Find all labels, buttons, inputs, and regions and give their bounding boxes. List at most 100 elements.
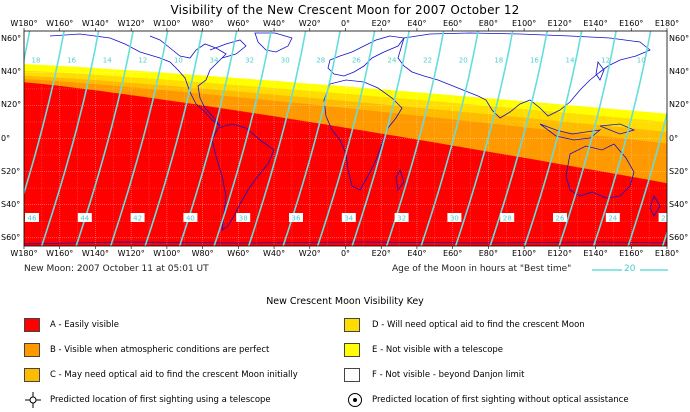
key-title: New Crescent Moon Visibility Key: [266, 296, 424, 307]
lon-tick-label: W60°: [227, 249, 250, 258]
lon-tick-label: W140°: [81, 19, 110, 28]
contour-label: 12: [138, 57, 147, 65]
contour-label: 14: [566, 57, 575, 65]
age-contour-line: [454, 31, 514, 246]
contour-label-box: [500, 213, 515, 222]
contour-label: 16: [530, 57, 539, 65]
lat-tick-label: N40°: [669, 67, 690, 77]
age-contour-line: [523, 31, 583, 246]
contour-label: 30: [450, 215, 459, 223]
lon-tick-label: W40°: [263, 19, 286, 28]
contour-label: 36: [292, 215, 301, 223]
lon-tick-label: E100°: [511, 249, 537, 258]
contour-label-box: [183, 213, 198, 222]
age-contour-line: [109, 31, 169, 246]
lon-tick-label: E60°: [443, 19, 463, 28]
age-contour-line: [558, 31, 617, 246]
lon-tick-label: E20°: [371, 249, 391, 258]
contour-label-box: [341, 213, 356, 222]
tick-marks: [23, 28, 668, 249]
lat-tick-label: N40°: [1, 67, 22, 77]
key-label-c: C - May need optical aid to find the cre…: [50, 370, 298, 380]
lon-tick-label: E80°: [478, 19, 498, 28]
key-swatch-e: [344, 343, 360, 357]
age-legend-sample: 20: [624, 264, 636, 274]
lon-tick-label: W120°: [117, 249, 145, 258]
lon-tick-label: W20°: [298, 249, 321, 258]
age-contour-line: [24, 31, 31, 64]
lat-tick-label: 0°: [669, 133, 679, 143]
lon-tick-label: W60°: [227, 19, 250, 28]
naked-eye-sighting-label: Predicted location of first sighting wit…: [372, 395, 629, 405]
contour-label: 28: [316, 57, 325, 65]
contour-label: 26: [352, 57, 361, 65]
contour-label: 38: [239, 215, 248, 223]
contour-label-box: [658, 213, 667, 222]
lat-tick-label: S20°: [1, 166, 21, 176]
lat-tick-label: N20°: [1, 100, 22, 110]
lon-tick-label: W180°: [10, 19, 38, 28]
lon-tick-label: E40°: [407, 249, 427, 258]
lon-tick-label: E80°: [478, 249, 498, 258]
key-swatch-f: [344, 368, 360, 382]
contour-label-box: [447, 213, 462, 222]
contour-label-box: [77, 213, 92, 222]
lat-tick-label: S20°: [669, 166, 689, 176]
lon-tick-label: W100°: [153, 19, 181, 28]
contour-label-box: [130, 213, 145, 222]
age-contour-line: [40, 31, 100, 246]
key-swatch-c: [24, 368, 40, 382]
lon-tick-label: E140°: [583, 249, 608, 258]
naked-eye-sighting-icon: [348, 393, 362, 407]
lat-tick-label: N20°: [669, 100, 690, 110]
contour-label: 20: [459, 57, 468, 65]
contour-label: 34: [344, 215, 353, 223]
age-contour-line: [213, 31, 272, 246]
contour-labels-top: 18 16 14 12 10 34 32 30 28 26 24 22 20 18 16 14 12 10 34: [32, 55, 684, 65]
key-swatch-b: [24, 343, 40, 357]
lat-tick-label: N60°: [669, 34, 690, 44]
contour-label: 28: [503, 215, 512, 223]
lon-tick-label: W80°: [191, 19, 214, 28]
contour-label: 32: [245, 57, 254, 65]
lon-tick-label: W80°: [191, 249, 214, 258]
lon-tick-label: E60°: [443, 249, 463, 258]
contour-label: 34: [672, 57, 681, 65]
contour-label: 24: [608, 215, 617, 223]
key-label-a: A - Easily visible: [50, 320, 119, 330]
lat-tick-label: S60°: [669, 232, 689, 242]
telescope-sighting-icon: [25, 392, 41, 408]
age-contour-line: [420, 31, 479, 246]
contour-label: 10: [174, 57, 183, 65]
contour-label: 10: [637, 57, 646, 65]
lat-tick-label: N60°: [1, 34, 22, 44]
lat-tick-label: S60°: [1, 232, 21, 242]
key-label-f: F - Not visible - beyond Danjon limit: [372, 370, 525, 380]
lon-tick-label: W180°: [10, 249, 38, 258]
age-contour-line: [247, 31, 307, 246]
lon-tick-label: W120°: [117, 19, 145, 28]
coastlines: [24, 32, 667, 245]
contour-label-box: [605, 213, 620, 222]
contour-labels-bottom: 46 44 42 40 38 36 34 32 30 28 26 24 22: [25, 213, 667, 223]
contour-label-box: [236, 213, 251, 222]
contour-label: 12: [601, 57, 610, 65]
age-contour-line: [316, 31, 376, 246]
contour-label: 32: [397, 215, 406, 223]
contour-label: 40: [186, 215, 195, 223]
age-contour-line: [24, 31, 65, 196]
contour-label: 26: [556, 215, 565, 223]
lon-tick-label: E120°: [547, 249, 572, 258]
lon-tick-label: E20°: [371, 19, 391, 28]
contour-label: 42: [133, 215, 142, 223]
key-label-e: E - Not visible with a telescope: [372, 345, 504, 355]
key-label-b: B - Visible when atmospheric conditions …: [50, 345, 270, 355]
lon-tick-label: E100°: [511, 19, 537, 28]
contour-label-box: [670, 55, 684, 64]
contour-label: 34: [210, 57, 219, 65]
key-label-d: D - Will need optical aid to find the cr…: [372, 320, 585, 330]
lat-tick-label: 0°: [1, 133, 11, 143]
age-contour-line: [351, 31, 410, 246]
age-legend-text: Age of the Moon in hours at "Best time": [392, 264, 572, 274]
telescope-sighting-label: Predicted location of first sighting usi…: [50, 395, 271, 405]
